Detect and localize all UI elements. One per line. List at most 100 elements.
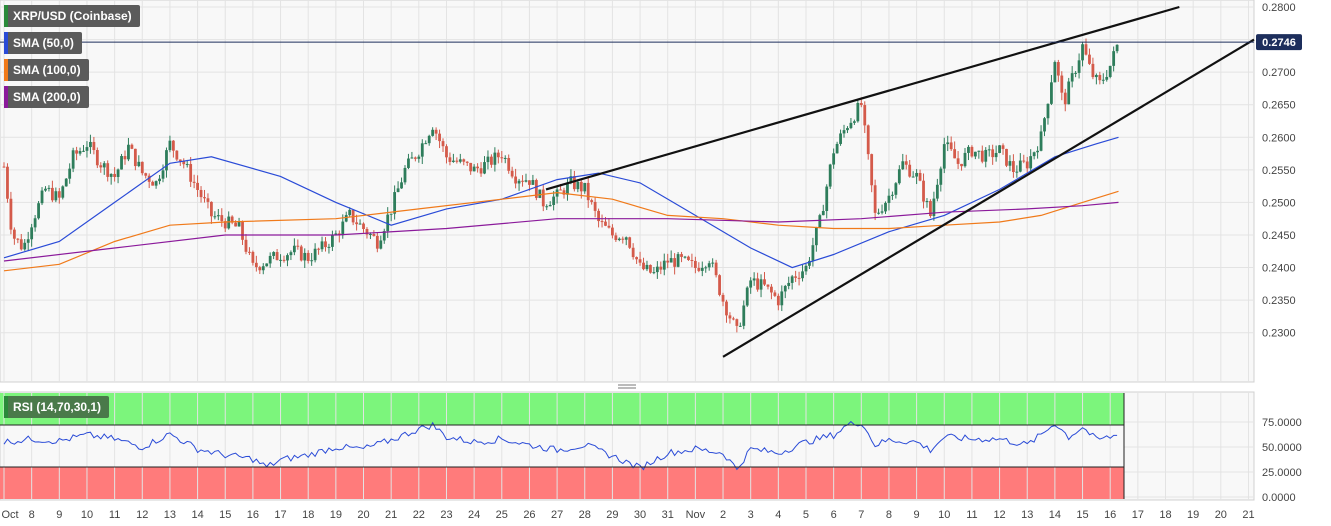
candle-body <box>538 189 542 198</box>
candle-body <box>611 227 614 236</box>
trendline <box>722 38 1255 358</box>
candle-body <box>1025 161 1029 169</box>
candle-body <box>324 241 327 248</box>
candle-body <box>935 184 939 199</box>
rsi-tick-label: 75.0000 <box>1262 417 1302 429</box>
grid-lines <box>0 0 1254 500</box>
symbol-marker-icon <box>4 5 8 27</box>
candle-body <box>1081 44 1084 61</box>
candle-body <box>424 143 428 145</box>
price-tick-label: 0.2550 <box>1262 165 1296 177</box>
candle-body <box>341 221 345 236</box>
time-tick-label: 27 <box>551 509 563 521</box>
candle-body <box>206 198 210 202</box>
candle-body <box>1046 103 1050 119</box>
candle-body <box>953 149 957 159</box>
candle-body <box>1022 160 1026 162</box>
time-tick-label: 7 <box>858 509 864 521</box>
candle-body <box>1001 145 1005 149</box>
candle-body <box>790 276 794 283</box>
rsi-axis: 75.0000 50.0000 25.0000 0.0000 <box>1262 417 1302 504</box>
sma200-label[interactable]: SMA (200,0) <box>4 86 89 108</box>
price-tick-label: 0.2350 <box>1262 295 1296 307</box>
candle-body <box>583 182 587 192</box>
candle-body <box>534 180 538 198</box>
candle-body <box>379 240 383 249</box>
candle-body <box>265 263 269 267</box>
time-tick-label: 12 <box>136 509 148 521</box>
candle-body <box>503 157 507 159</box>
candle-body <box>254 262 258 268</box>
candle-body <box>223 221 227 229</box>
rsi-label[interactable]: RSI (14,70,30,1) <box>4 396 110 418</box>
candle-body <box>386 214 390 232</box>
sma100-label[interactable]: SMA (100,0) <box>4 59 89 81</box>
candle-body <box>925 201 929 203</box>
candle-body <box>244 239 248 252</box>
trendlines <box>545 5 1255 358</box>
candle-body <box>631 247 635 258</box>
time-tick-label: 23 <box>440 509 452 521</box>
candle-body <box>192 181 196 183</box>
candle-body <box>289 252 293 256</box>
candle-body <box>327 246 331 248</box>
candle-body <box>47 187 51 189</box>
time-tick-label: 8 <box>886 509 892 521</box>
candle-body <box>894 183 898 195</box>
candle-body <box>728 315 732 319</box>
candle-body <box>483 162 486 174</box>
candle-body <box>1043 118 1046 132</box>
candle-body <box>984 149 988 162</box>
candle-body <box>704 267 708 269</box>
candle-body <box>645 264 649 270</box>
candle-body <box>690 259 694 261</box>
candle-body <box>1115 44 1119 52</box>
candle-body <box>932 198 936 217</box>
candle-body <box>956 158 960 164</box>
candle-body <box>16 238 20 240</box>
candle-body <box>524 180 528 182</box>
candle-body <box>742 305 746 326</box>
candle-body <box>458 159 462 162</box>
candle-body <box>970 146 974 157</box>
sma50-label[interactable]: SMA (50,0) <box>4 32 82 54</box>
candle-body <box>403 167 407 183</box>
time-tick-label: Oct <box>1 509 18 521</box>
candle-body <box>268 255 272 264</box>
price-tick-label: 0.2300 <box>1262 328 1296 340</box>
candle-body <box>1084 44 1088 55</box>
candle-body <box>133 148 137 167</box>
candle-body <box>203 197 206 199</box>
candle-body <box>37 203 40 219</box>
candle-body <box>818 215 822 228</box>
candle-body <box>946 142 950 145</box>
resize-handle[interactable] <box>618 384 636 389</box>
candle-body <box>431 129 435 136</box>
time-tick-label: 14 <box>1049 509 1061 521</box>
candle-body <box>586 182 590 201</box>
candle-body <box>624 237 628 240</box>
candle-body <box>1039 131 1043 151</box>
sma-line-2 <box>3 201 1119 262</box>
candle-body <box>635 257 639 260</box>
candle-body <box>897 169 901 184</box>
candle-body <box>40 190 44 204</box>
candle-body <box>756 278 759 290</box>
candle-body <box>393 192 397 214</box>
candle-body <box>320 241 324 250</box>
price-tick-label: 0.2400 <box>1262 263 1296 275</box>
candle-body <box>576 181 580 190</box>
candle-body <box>693 260 697 268</box>
candle-body <box>44 188 47 191</box>
time-tick-label: 30 <box>634 509 646 521</box>
candle-body <box>154 181 158 186</box>
candle-body <box>102 163 106 168</box>
candle-body <box>116 169 120 177</box>
candle-body <box>109 173 113 177</box>
candle-body <box>438 133 441 142</box>
candle-body <box>306 252 310 261</box>
candle-body <box>593 201 597 211</box>
candle-body <box>687 256 690 260</box>
candle-body <box>140 161 144 174</box>
